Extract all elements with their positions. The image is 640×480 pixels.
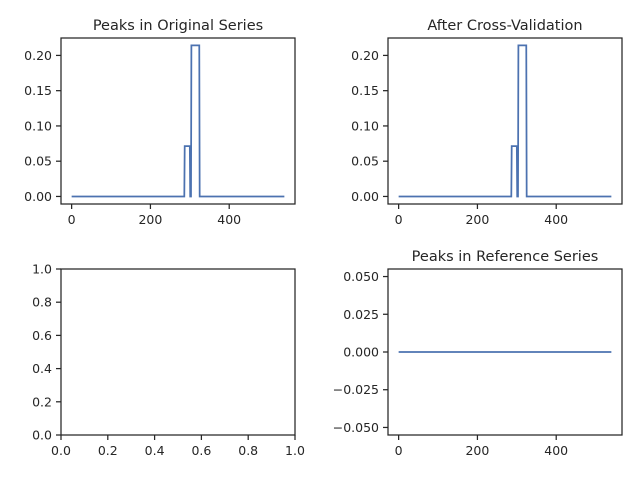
y-tick-label: 0.2: [32, 394, 52, 409]
x-tick-label: 200: [138, 212, 162, 227]
x-tick-label: 0.4: [145, 443, 165, 458]
x-tick-label: 0.0: [51, 443, 71, 458]
y-tick-label: 0.000: [343, 345, 379, 360]
y-tick-label: 0.20: [351, 48, 379, 63]
x-tick-label: 0.6: [191, 443, 211, 458]
subplot-title: Peaks in Reference Series: [412, 249, 599, 265]
y-tick-label: −0.050: [333, 420, 379, 435]
y-tick-label: 0.0: [32, 428, 52, 443]
x-tick-label: 0: [68, 212, 76, 227]
y-tick-label: 0.20: [24, 48, 52, 63]
subplot-1: 0 200 400 0.00 0.05 0.10 0.15 0.20 Peaks in Orig…: [24, 18, 296, 227]
axes-frame: [60, 268, 296, 436]
x-tick-label: 200: [465, 443, 489, 458]
x-tick-label: 200: [465, 212, 489, 227]
x-tick-label: 0: [395, 212, 403, 227]
y-tick-label: 0.025: [343, 307, 379, 322]
y-tick-label: −0.025: [333, 382, 379, 397]
y-tick-label: 0.050: [343, 269, 379, 284]
y-tick-label: 0.15: [351, 83, 379, 98]
axes-frame: [387, 37, 623, 205]
y-tick-label: 0.10: [24, 118, 52, 133]
y-tick-label: 0.05: [24, 154, 52, 169]
subplot-3: 0.0 0.2 0.4 0.6 0.8 1.0 0.0 0.2 0.4 0.6 0.8 1.0: [32, 262, 305, 459]
x-tick-label: 400: [217, 212, 241, 227]
x-tick-label: 0: [395, 443, 403, 458]
y-tick-label: 0.8: [32, 295, 52, 310]
series-line-1: [71, 44, 285, 198]
subplot-title: After Cross-Validation: [427, 18, 582, 34]
x-tick-label: 1.0: [285, 443, 305, 458]
x-tick-label: 400: [544, 212, 568, 227]
axes-frame: [60, 37, 296, 205]
y-tick-label: 0.05: [351, 154, 379, 169]
subplot-title: Peaks in Original Series: [93, 18, 263, 34]
y-tick-label: 0.6: [32, 328, 52, 343]
x-tick-label: 400: [544, 443, 568, 458]
y-tick-label: 0.4: [32, 361, 52, 376]
subplot-2: 0 200 400 0.00 0.05 0.10 0.15 0.20 After Cross-V…: [351, 18, 623, 227]
y-tick-label: 1.0: [32, 262, 52, 277]
y-tick-label: 0.15: [24, 83, 52, 98]
y-tick-label: 0.10: [351, 118, 379, 133]
series-line-1: [398, 44, 612, 198]
x-tick-label: 0.8: [238, 443, 258, 458]
x-tick-label: 0.2: [98, 443, 118, 458]
y-tick-label: 0.00: [351, 189, 379, 204]
subplot-4: 0 200 400 −0.050 −0.025 0.000 0.025 0.050 Peaks …: [333, 249, 623, 458]
y-tick-label: 0.00: [24, 189, 52, 204]
